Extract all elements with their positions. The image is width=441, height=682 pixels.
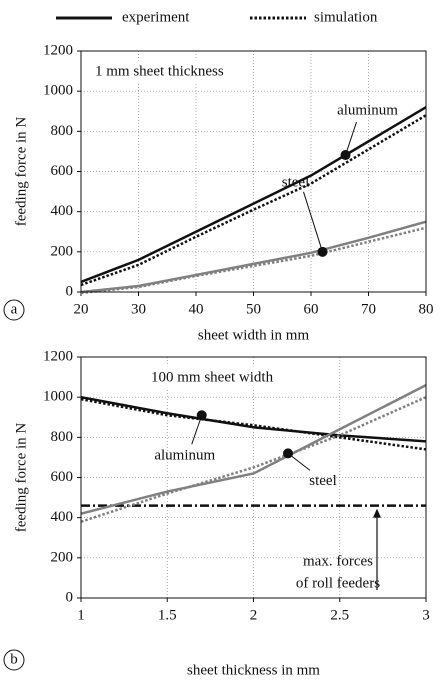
annotation-leader [191, 415, 203, 445]
y-tick-label: 0 [66, 589, 74, 605]
x-tick-label: 1 [77, 607, 85, 623]
x-tick-label: 40 [189, 301, 204, 317]
note: 1 mm sheet thickness [95, 63, 224, 79]
y-axis-label: feeding force in N [13, 423, 29, 533]
y-axis-label: feeding force in N [13, 117, 29, 227]
series-line [80, 396, 427, 523]
x-tick-label: 80 [419, 301, 434, 317]
annotation-leader [303, 191, 323, 252]
series-line [80, 106, 427, 284]
x-axis-label: sheet thickness in mm [187, 662, 320, 678]
annotation-leader [345, 121, 357, 156]
annotation-marker [196, 410, 207, 421]
y-tick-label: 800 [51, 123, 74, 139]
y-tick-label: 200 [51, 549, 74, 565]
plot-frame [80, 356, 427, 599]
y-tick-label: 0 [66, 283, 74, 299]
annotation-label: aluminum [337, 102, 398, 118]
annotation-marker [340, 150, 351, 161]
reference-arrowhead [373, 508, 381, 518]
note: 100 mm sheet width [151, 369, 274, 385]
annotation-marker [317, 246, 328, 257]
panel-badge [3, 649, 25, 671]
x-tick-label: 1.5 [158, 607, 177, 623]
legend-label: experiment [122, 9, 190, 25]
panel-badge [3, 299, 25, 321]
legend-label: simulation [314, 9, 378, 25]
x-tick-label: 20 [74, 301, 89, 317]
reference-label: max. forces [303, 553, 373, 569]
panel-label: b [10, 651, 18, 667]
annotation-label: steel [309, 473, 337, 489]
x-tick-label: 2.5 [330, 607, 349, 623]
y-tick-label: 600 [51, 469, 74, 485]
y-tick-label: 1000 [43, 83, 73, 99]
x-tick-label: 70 [361, 301, 376, 317]
y-tick-label: 1200 [43, 42, 73, 58]
y-tick-label: 1000 [43, 389, 73, 405]
x-tick-label: 60 [304, 301, 319, 317]
x-tick-label: 3 [422, 607, 430, 623]
x-axis-label: sheet width in mm [198, 327, 310, 343]
annotation-marker [283, 448, 293, 459]
series-line [80, 395, 427, 443]
series-line [80, 114, 427, 287]
x-tick-label: 2 [250, 607, 258, 623]
annotation-label: steel [282, 174, 310, 190]
series-line [80, 220, 427, 294]
series-line [80, 384, 427, 515]
y-tick-label: 800 [51, 429, 74, 445]
y-tick-label: 1200 [43, 348, 73, 364]
reference-label: of roll feeders [296, 575, 380, 591]
y-tick-label: 600 [51, 163, 74, 179]
note-background [147, 366, 278, 389]
plot-frame [80, 50, 427, 293]
note-background [91, 60, 228, 83]
x-tick-label: 30 [131, 301, 146, 317]
y-tick-label: 400 [51, 509, 74, 525]
annotation-label: aluminum [154, 448, 215, 464]
panel-label: a [11, 301, 18, 317]
x-tick-label: 50 [246, 301, 261, 317]
y-tick-label: 200 [51, 243, 74, 259]
y-tick-label: 400 [51, 203, 74, 219]
